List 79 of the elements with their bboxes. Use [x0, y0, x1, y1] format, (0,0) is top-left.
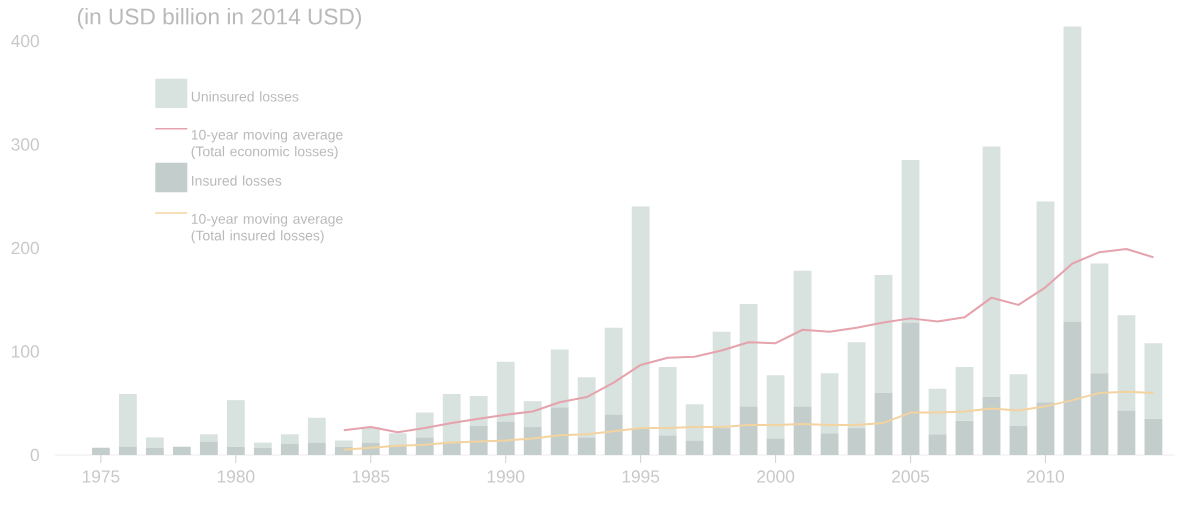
bar: [199, 441, 218, 455]
bar: [496, 421, 515, 455]
bar: [685, 404, 704, 441]
bar: [91, 447, 110, 455]
bar: [874, 392, 893, 455]
bar: [1063, 321, 1082, 455]
bar: [1144, 343, 1163, 419]
bar: [388, 433, 407, 445]
bar: [442, 393, 461, 442]
bar: [1009, 374, 1028, 427]
bar: [523, 401, 542, 428]
bar: [820, 373, 839, 434]
bar: [631, 428, 650, 455]
bar: [874, 274, 893, 393]
bar: [820, 433, 839, 455]
bar: [1036, 201, 1055, 403]
bar: [496, 361, 515, 422]
bar: [1063, 26, 1082, 322]
line-series: [342, 248, 1155, 434]
bar: [253, 447, 272, 455]
bar: [1009, 426, 1028, 455]
bar: [955, 367, 974, 421]
bar: [712, 331, 731, 429]
bar: [145, 437, 164, 448]
bar: [766, 375, 785, 439]
bar: [847, 428, 866, 455]
bar: [712, 428, 731, 455]
bar: [334, 440, 353, 447]
bar: [253, 442, 272, 448]
bar: [145, 447, 164, 455]
bar: [766, 438, 785, 455]
bar: [550, 349, 569, 408]
bar: [523, 427, 542, 455]
bar: [1036, 402, 1055, 455]
bar: [604, 327, 623, 415]
bar: [739, 406, 758, 455]
bar: [631, 206, 650, 429]
bar: [685, 440, 704, 455]
legend-label: Uninsured losses: [191, 91, 299, 102]
bar: [577, 377, 596, 438]
bar: [226, 400, 245, 447]
bar: [118, 446, 137, 455]
bar: [658, 367, 677, 436]
bar: [280, 434, 299, 444]
bar: [226, 446, 245, 455]
bar: [739, 303, 758, 407]
bar: [982, 397, 1001, 455]
legend-label: Insured losses: [192, 175, 282, 186]
line-series: [342, 390, 1155, 451]
bar: [118, 393, 137, 447]
bar: [199, 434, 218, 442]
bar: [928, 388, 947, 435]
bar: [793, 270, 812, 407]
bar: [172, 446, 191, 455]
chart-title: (in USD billion in 2014 USD): [77, 7, 362, 30]
bar: [1117, 410, 1136, 455]
bar: [793, 406, 812, 455]
bar: [307, 442, 326, 455]
legend-label: 10-year moving average (Total insured losses): [191, 213, 343, 244]
bar: [415, 412, 434, 438]
legend-label: 10-year moving average (Total economic losses): [191, 129, 343, 160]
bar: [658, 435, 677, 455]
bar: [1090, 373, 1109, 455]
bar: [982, 146, 1001, 398]
bar: [280, 443, 299, 455]
bar: [955, 420, 974, 455]
bar: [1144, 418, 1163, 455]
bar: [604, 414, 623, 455]
bar: [1117, 315, 1136, 411]
bar: [550, 407, 569, 455]
bar: [901, 160, 920, 323]
bar: [928, 434, 947, 455]
bar: [469, 426, 488, 455]
bar: [469, 396, 488, 427]
bar: [847, 342, 866, 429]
bar: [1090, 263, 1109, 374]
bar: [307, 417, 326, 443]
bar: [901, 322, 920, 455]
bar: [577, 437, 596, 455]
